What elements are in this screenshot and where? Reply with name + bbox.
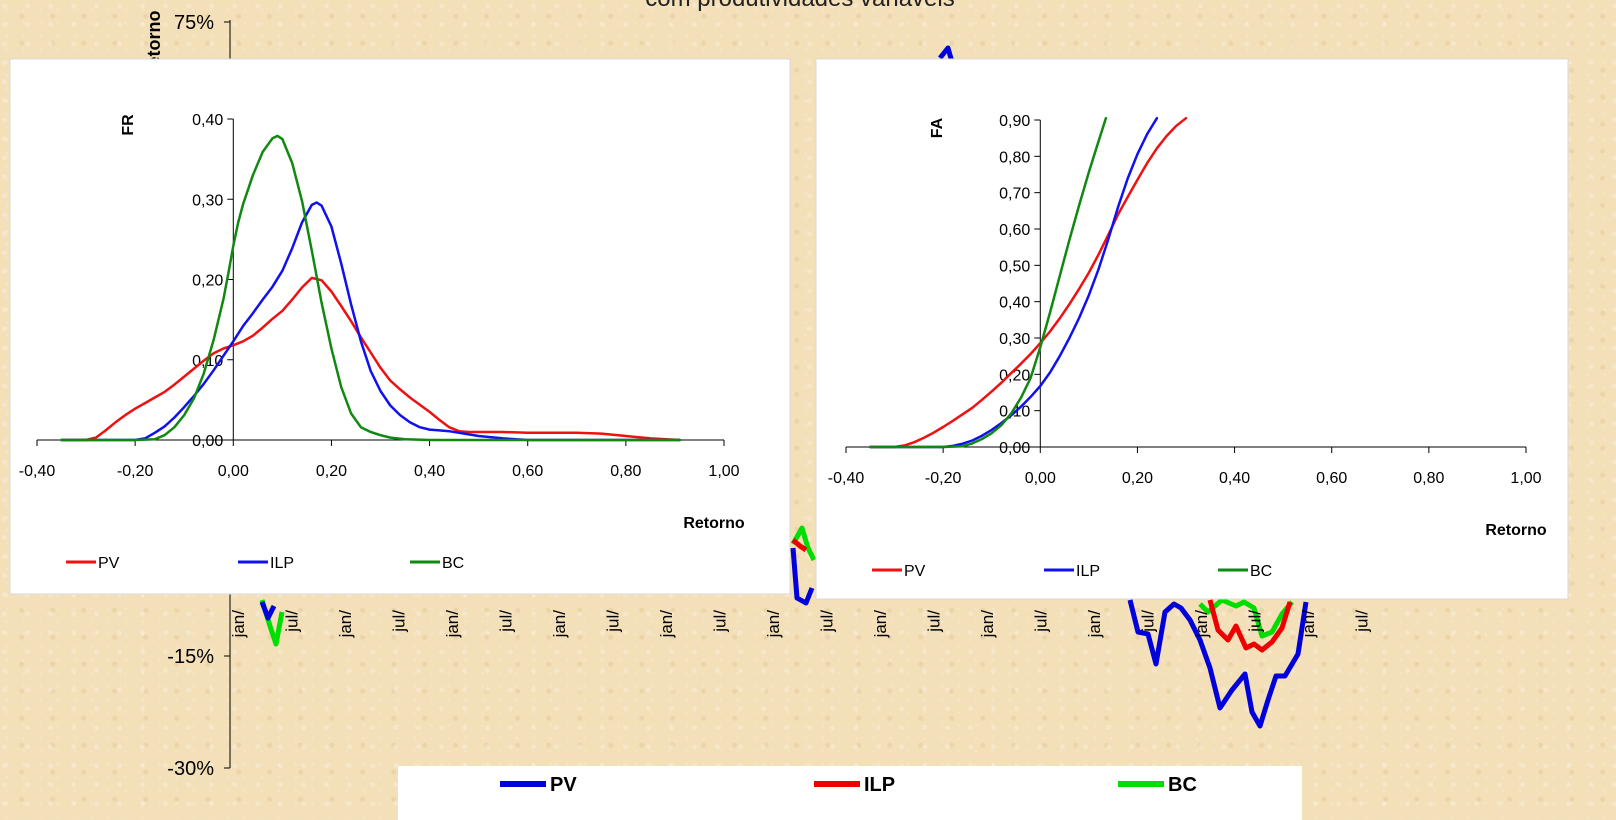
background-x-tick-label: jan/ [871, 610, 890, 639]
background-y-tick-label: -30% [167, 758, 214, 780]
fa-series-line-pv [869, 116, 1188, 449]
fr-legend-label-bc: BC [442, 555, 464, 572]
background-y-tick-label: -15% [167, 646, 214, 668]
fa-legend-label-bc: BC [1250, 563, 1272, 580]
background-chart-legend: PV ILP BC [500, 774, 1197, 796]
background-legend-label-pv: PV [550, 774, 577, 796]
fa-y-tick-label: 0,20 [999, 367, 1030, 384]
background-x-tick-label: jul/ [818, 610, 837, 633]
background-x-tick-label: jan/ [657, 610, 676, 639]
background-x-tick-label: jan/ [550, 610, 569, 639]
fa-legend-label-ilp: ILP [1076, 563, 1100, 580]
fr-legend-label-ilp: ILP [270, 555, 294, 572]
fa-x-tick-label: 0,80 [1413, 470, 1444, 487]
fa-chart-panel: -0,40 -0,20 0,00 0,20 0,40 0,60 0,80 1,00 0,00 0,… [815, 58, 1569, 600]
fa-y-tick-label: 0,50 [999, 258, 1030, 275]
fr-series-line-ilp [60, 201, 682, 442]
background-y-tick-label: 75% [174, 12, 214, 34]
background-x-tick-label: jul/ [1032, 610, 1051, 633]
fr-x-tick-label: 0,40 [414, 463, 445, 480]
background-x-tick-label: jul/ [1139, 610, 1158, 633]
fa-x-tick-label: 0,20 [1122, 470, 1153, 487]
fr-panel-background [9, 58, 791, 595]
fr-x-tick-label: 0,60 [512, 463, 543, 480]
fr-x-tick-label: 1,00 [708, 463, 739, 480]
fa-y-tick-label: 0,00 [999, 440, 1030, 457]
background-series-line-pv [259, 601, 277, 621]
background-x-tick-label: jan/ [229, 610, 248, 639]
background-x-tick-label: jul/ [497, 610, 516, 633]
fr-chart-axes: -0,40 -0,20 0,00 0,20 0,40 0,60 0,80 1,00 0,00 0,… [19, 112, 745, 532]
background-x-tick-label: jul/ [1246, 610, 1265, 633]
fr-x-tick-label: 0,00 [218, 463, 249, 480]
fa-panel-background [815, 58, 1569, 600]
background-series-line-pv [790, 547, 815, 606]
fr-y-tick-label: 0,30 [192, 192, 223, 209]
fr-y-tick-label: 0,40 [192, 112, 223, 129]
background-series-line-ilp [791, 538, 808, 553]
fa-x-axis-title: Retorno [1485, 522, 1547, 539]
fa-chart-series [869, 116, 1188, 449]
fr-y-tick-label: 0,00 [192, 433, 223, 450]
background-series-line-ilp [1207, 599, 1293, 653]
fa-y-tick-label: 0,60 [999, 222, 1030, 239]
fr-chart-legend: PV ILP BC [66, 555, 464, 572]
fa-x-tick-label: 1,00 [1510, 470, 1541, 487]
fa-y-tick-label: 0,90 [999, 113, 1030, 130]
background-x-tick-label: jul/ [711, 610, 730, 633]
background-x-tick-label: jan/ [764, 610, 783, 639]
background-chart-title: com produtividades variáveis [645, 0, 954, 12]
fa-x-tick-label: -0,20 [925, 470, 962, 487]
fr-x-tick-label: -0,40 [19, 463, 56, 480]
fr-x-tick-label: 0,80 [610, 463, 641, 480]
background-legend-label-bc: BC [1168, 774, 1197, 796]
background-legend-box [398, 766, 1302, 820]
background-x-tick-label: jan/ [1192, 610, 1211, 639]
background-x-tick-label: jul/ [1353, 610, 1372, 633]
background-x-tick-label: jan/ [336, 610, 355, 639]
fa-y-tick-label: 0,70 [999, 186, 1030, 203]
background-x-tick-label: jul/ [390, 610, 409, 633]
background-chart-x-ticks: jan/jul/jan/jul/jan/jul/jan/jul/jan/jul/… [229, 610, 1372, 639]
fa-x-tick-label: 0,40 [1219, 470, 1250, 487]
background-series-line-bc [1198, 597, 1294, 639]
fr-legend-label-pv: PV [98, 555, 120, 572]
fa-chart-legend: PV ILP BC [872, 563, 1272, 580]
fr-y-axis-title: FR [120, 114, 137, 136]
background-x-tick-label: jul/ [283, 610, 302, 633]
background-x-tick-label: jul/ [925, 610, 944, 633]
background-series-line-pv [1127, 599, 1309, 729]
background-x-tick-label: jul/ [604, 610, 623, 633]
fr-chart-series [60, 134, 682, 442]
background-x-tick-label: jan/ [1085, 610, 1104, 639]
background-series-line-bc [790, 525, 817, 562]
background-x-tick-label: jan/ [978, 610, 997, 639]
fa-x-tick-label: -0,40 [828, 470, 865, 487]
background-series-line-pv [938, 45, 955, 63]
fr-chart-panel: -0,40 -0,20 0,00 0,20 0,40 0,60 0,80 1,00 0,00 0,… [9, 58, 791, 595]
background-x-tick-label: jan/ [443, 610, 462, 639]
fr-series-line-pv [60, 276, 682, 442]
fa-x-tick-label: 0,60 [1316, 470, 1347, 487]
fr-x-axis-title: Retorno [683, 515, 745, 532]
fr-series-line-bc [60, 134, 682, 442]
fa-legend-label-pv: PV [904, 563, 926, 580]
fa-y-tick-label: 0,30 [999, 331, 1030, 348]
fr-x-tick-label: 0,20 [316, 463, 347, 480]
fr-y-tick-label: 0,20 [192, 273, 223, 290]
fa-y-tick-label: 0,40 [999, 295, 1030, 312]
fa-series-line-bc [869, 116, 1108, 449]
background-x-tick-label: jan/ [1299, 610, 1318, 639]
background-legend-label-ilp: ILP [864, 774, 895, 796]
fa-y-axis-title: FA [929, 117, 946, 138]
background-chart-series [259, 45, 1309, 729]
fa-y-tick-label: 0,80 [999, 149, 1030, 166]
fa-x-tick-label: 0,00 [1025, 470, 1056, 487]
fa-series-line-ilp [869, 116, 1159, 449]
fr-x-tick-label: -0,20 [117, 463, 154, 480]
background-chart: com produtividades variáveis 75% -15% -30%… [144, 0, 1372, 820]
fa-chart-axes: -0,40 -0,20 0,00 0,20 0,40 0,60 0,80 1,00 0,00 0,… [828, 113, 1547, 539]
